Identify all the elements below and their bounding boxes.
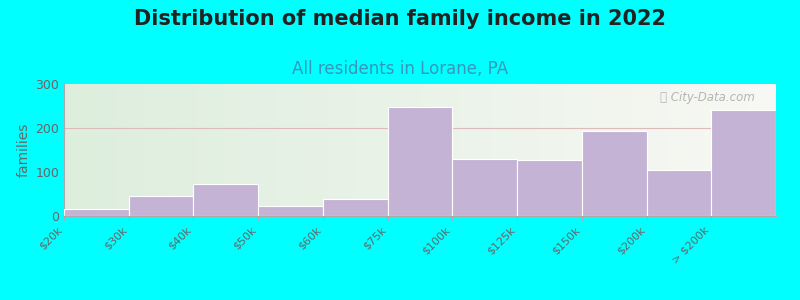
Bar [129,196,194,216]
Bar [194,184,258,216]
Text: All residents in Lorane, PA: All residents in Lorane, PA [292,60,508,78]
Bar [582,131,646,216]
Bar [258,206,323,216]
Bar [711,110,776,216]
Text: ⓘ City-Data.com: ⓘ City-Data.com [660,91,754,103]
Bar [646,170,711,216]
Bar [452,159,517,216]
Bar [388,107,452,216]
Bar [323,199,388,216]
Bar [517,160,582,216]
Text: Distribution of median family income in 2022: Distribution of median family income in … [134,9,666,29]
Bar [64,209,129,216]
Y-axis label: families: families [17,123,31,177]
